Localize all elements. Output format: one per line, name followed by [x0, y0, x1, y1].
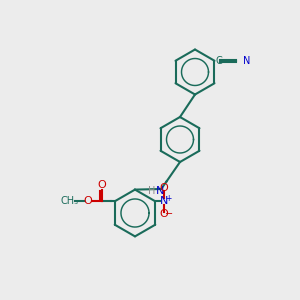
Text: N: N [243, 56, 250, 66]
Text: C: C [216, 56, 222, 66]
Text: CH₃: CH₃ [61, 196, 79, 206]
Text: +: + [165, 194, 171, 203]
Text: O: O [159, 209, 168, 219]
Text: N: N [160, 196, 168, 206]
Text: N: N [155, 185, 164, 196]
Text: O: O [98, 180, 106, 190]
Text: H: H [148, 185, 155, 196]
Text: O: O [84, 196, 92, 206]
Text: O: O [159, 183, 168, 194]
Text: −: − [165, 209, 173, 219]
